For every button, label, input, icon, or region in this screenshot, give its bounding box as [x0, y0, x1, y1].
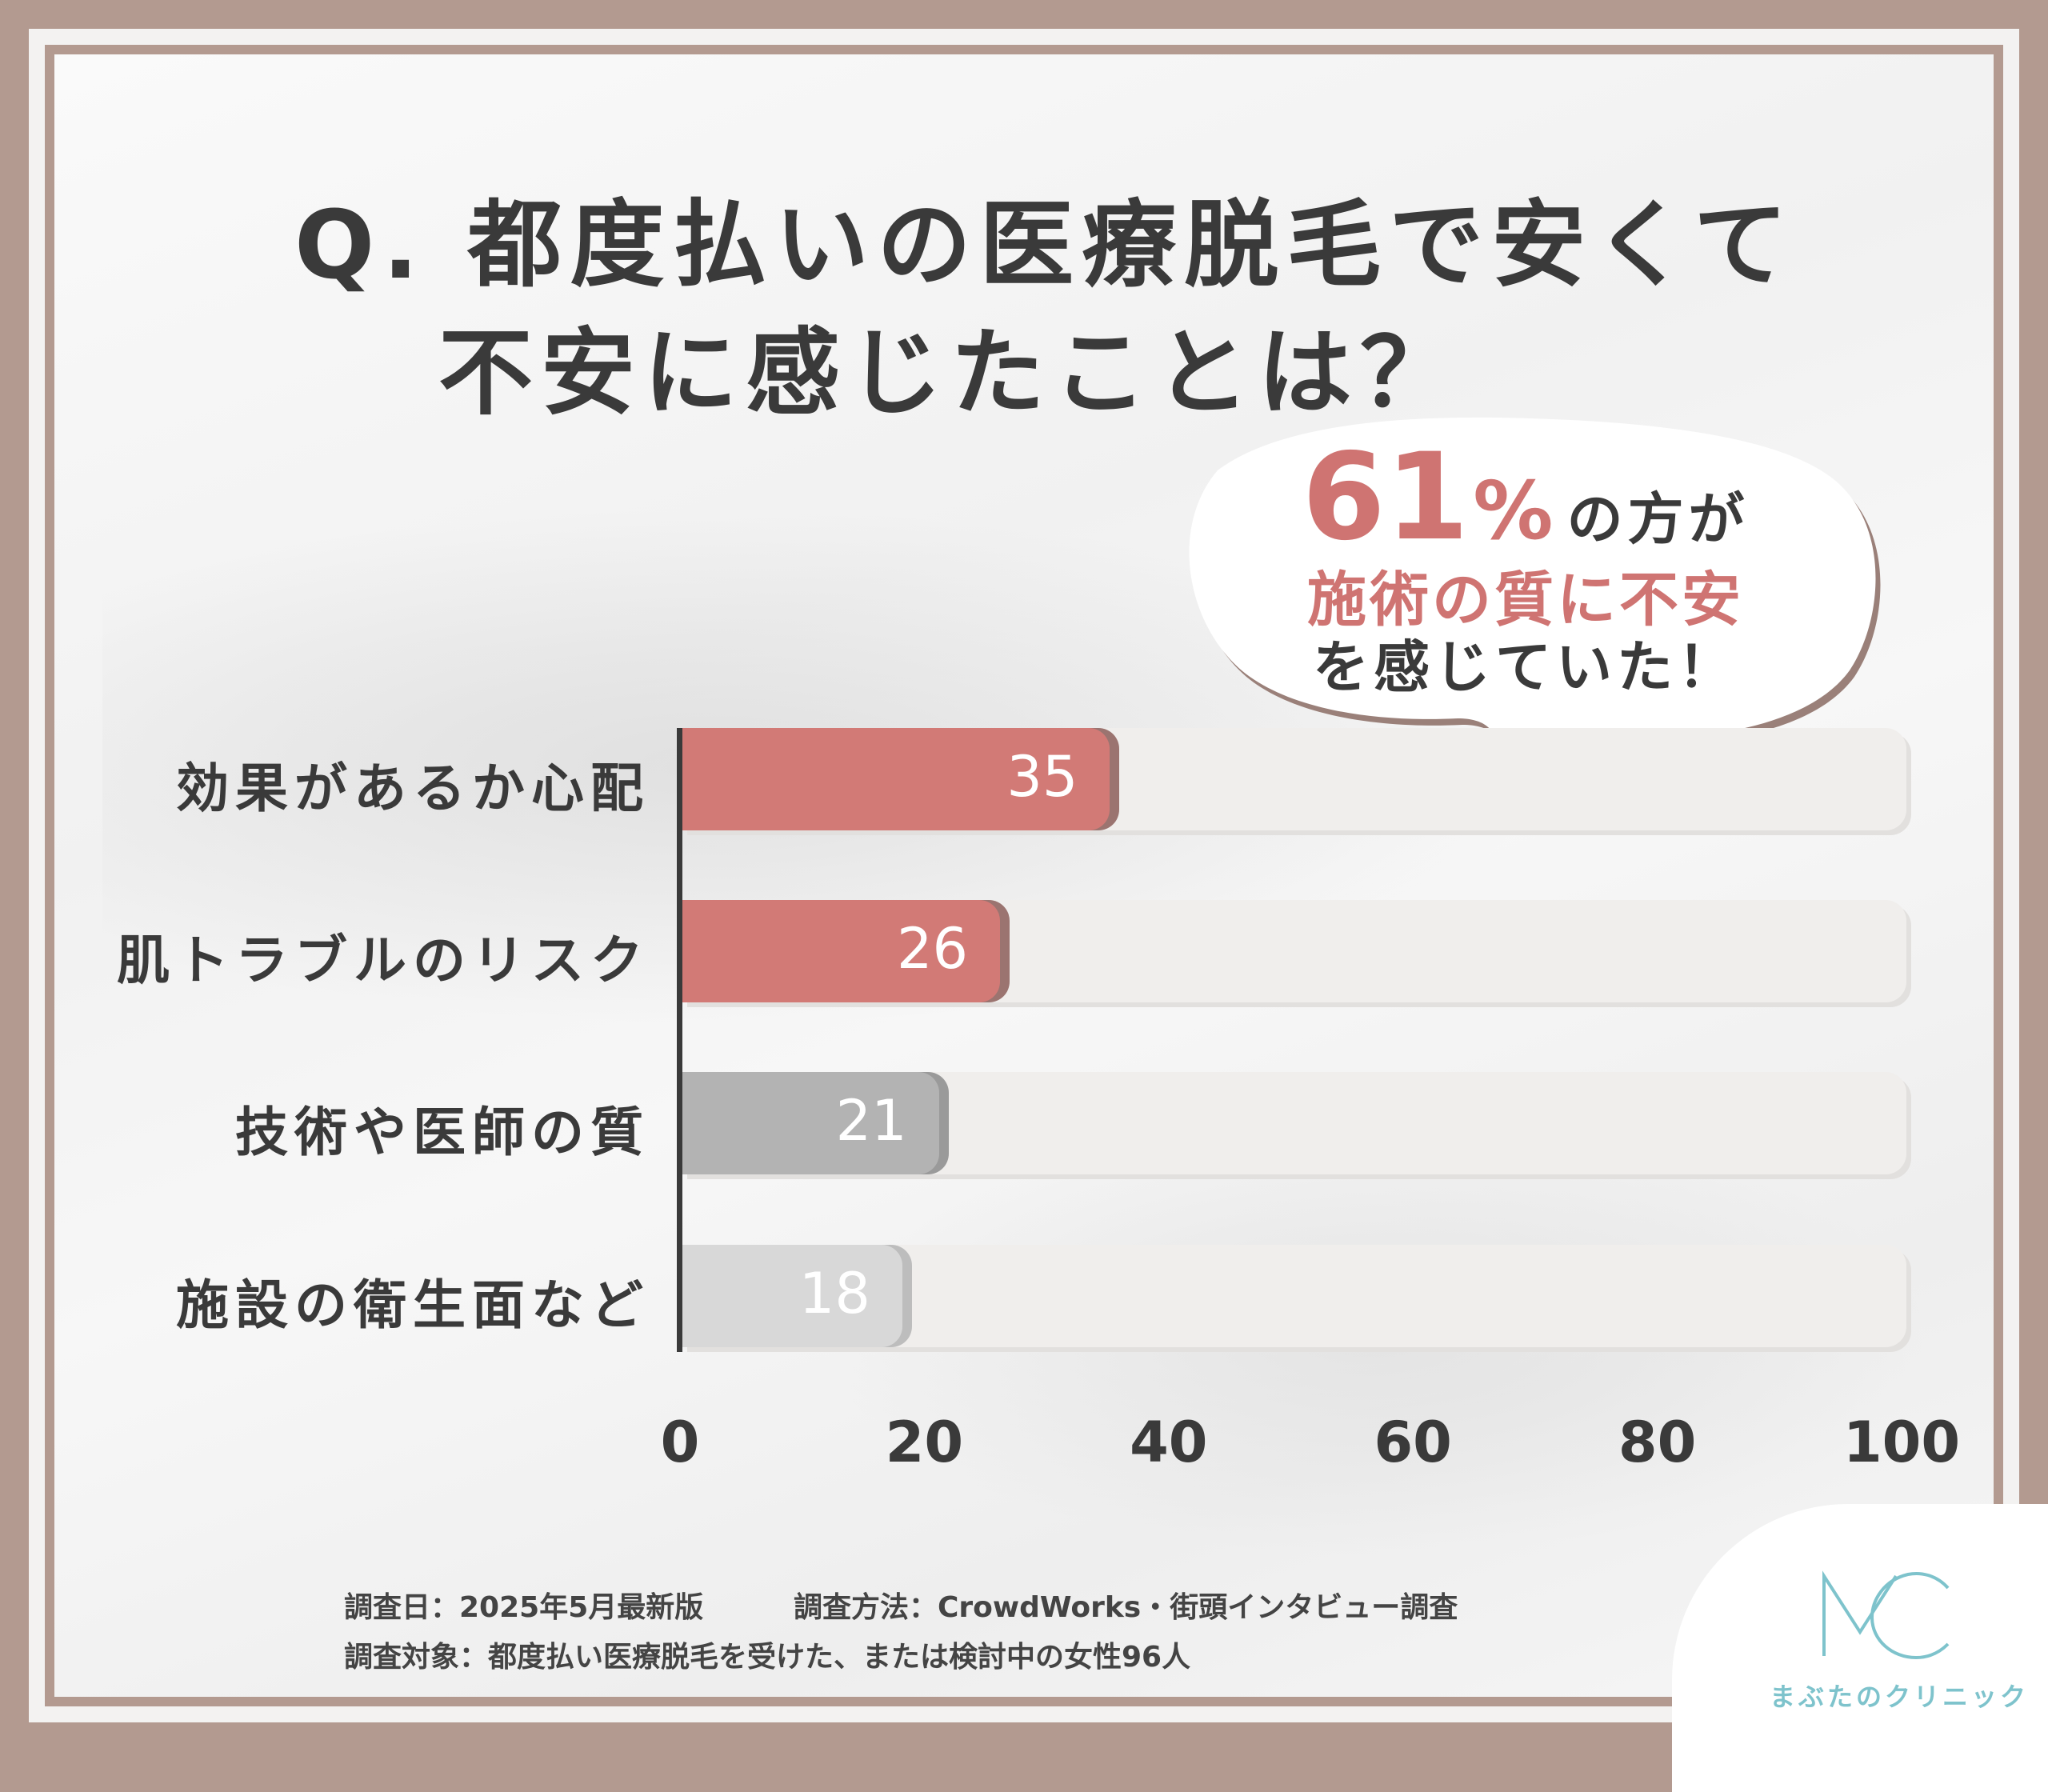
clinic-logo-mark [1822, 1570, 1950, 1660]
outer-frame [29, 29, 2019, 1722]
x-tick-label: 0 [660, 1410, 700, 1475]
category-label: 効果があるか心配 [176, 758, 650, 819]
callout-line-2: 施術の質に不安 [1307, 566, 1744, 634]
callout-suffix: の方が [1566, 486, 1750, 552]
bar [682, 1072, 939, 1174]
bar-value-label: 26 [896, 916, 969, 982]
x-tick-label: 40 [1130, 1410, 1208, 1475]
category-label: 肌トラブルのリスク [117, 930, 650, 991]
x-tick-label: 80 [1618, 1410, 1697, 1475]
callout-value: 61 [1302, 428, 1470, 567]
survey-method: 調査方法：CrowdWorks・街頭インタビュー調査 [794, 1591, 1458, 1624]
bar-value-label: 18 [798, 1261, 870, 1326]
speech-bubble [1189, 417, 1881, 758]
title-line-2: 不安に感じたことは？ [438, 318, 1463, 428]
bar [682, 1245, 902, 1347]
category-label: 施設の衛生面など [176, 1274, 650, 1336]
survey-date: 調査日：2025年5月最新版 [344, 1591, 704, 1624]
callout-line-1: 61 % の方が [1170, 428, 1882, 567]
y-axis-line [677, 728, 682, 1352]
title-line-1: Q. 都度払いの医療脱毛で安くて [294, 190, 1796, 300]
survey-target: 調査対象：都度払い医療脱毛を受けた、または検討中の女性96人 [344, 1641, 1191, 1674]
bar [682, 728, 1110, 830]
bar-value-label: 21 [835, 1088, 907, 1154]
x-tick-label: 20 [885, 1410, 964, 1475]
callout-unit: % [1473, 464, 1554, 558]
bar-value-label: 35 [1006, 744, 1078, 810]
inner-panel [45, 45, 2003, 1706]
x-tick-label: 60 [1374, 1410, 1452, 1475]
clinic-name: まぶたのクリニック [1770, 1682, 2030, 1712]
category-label: 技術や医師の質 [235, 1102, 650, 1163]
callout-line-3: を感じていた！ [1313, 634, 1738, 700]
x-tick-label: 100 [1842, 1410, 1961, 1475]
bar [682, 900, 1001, 1002]
logo-background [1672, 1504, 2048, 1792]
